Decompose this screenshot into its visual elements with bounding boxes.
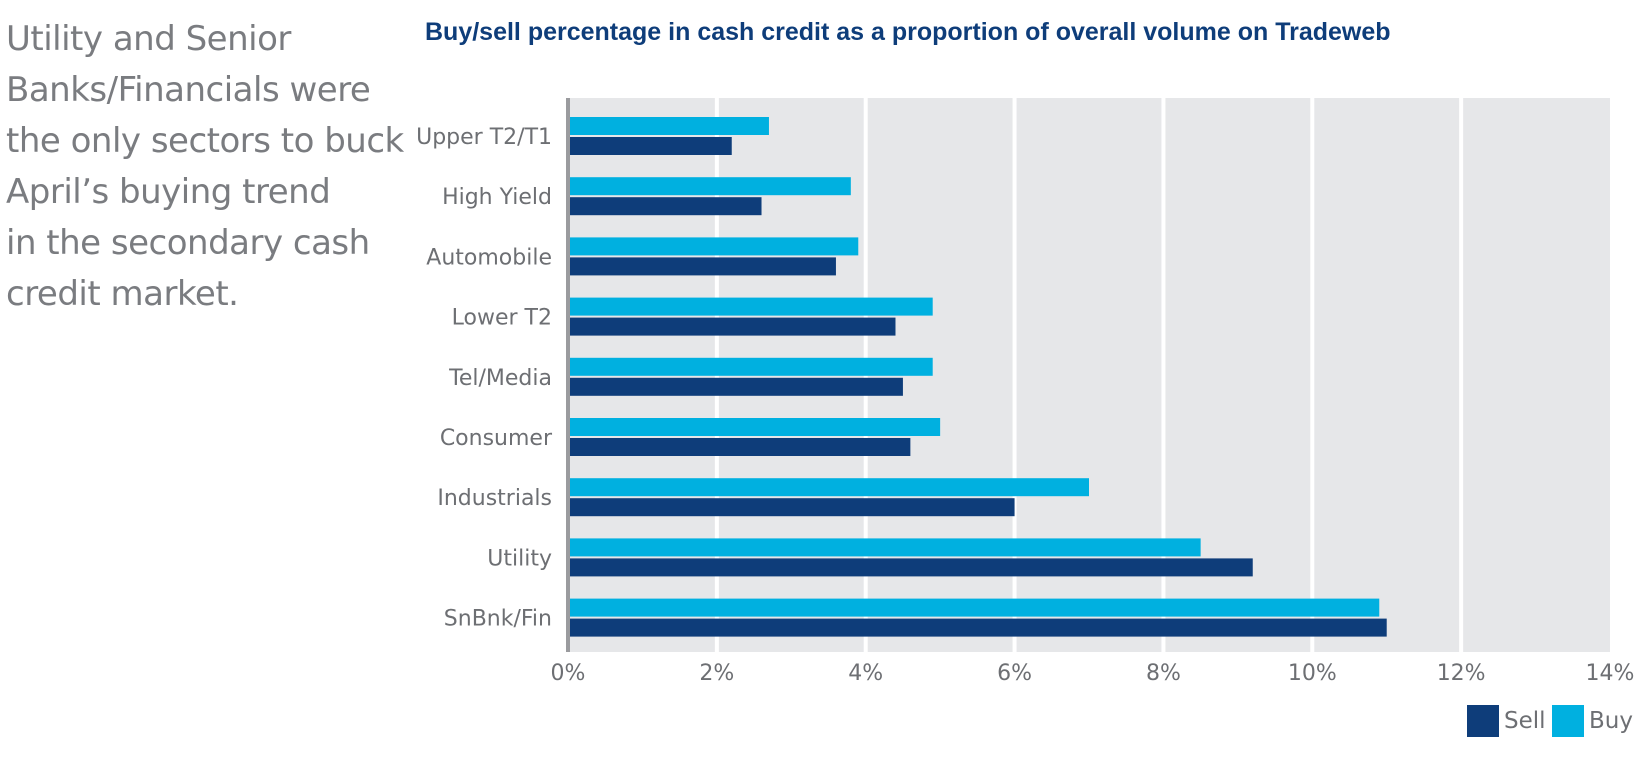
category-label: Upper T2/T1 [416, 125, 552, 150]
x-tick-label: 0% [551, 661, 586, 686]
bar-buy [568, 117, 769, 135]
bar-buy [568, 177, 851, 196]
category-label: Industrials [437, 486, 552, 511]
x-tick-label: 4% [848, 661, 883, 686]
bar-sell [568, 137, 732, 155]
category-label: Tel/Media [448, 366, 552, 391]
bar-buy [568, 357, 933, 376]
x-tick-label: 14% [1586, 661, 1635, 686]
category-label: Lower T2 [452, 306, 552, 331]
bar-sell [568, 257, 836, 276]
bar-sell [568, 317, 896, 336]
x-tick-label: 10% [1288, 661, 1337, 686]
intro-line: the only sectors to buck [6, 121, 404, 161]
bar-buy [568, 237, 859, 256]
legend-swatch-sell [1467, 705, 1499, 737]
bar-buy [568, 598, 1380, 617]
bar-sell [568, 197, 762, 216]
legend: Sell Buy [1467, 705, 1633, 737]
x-tick-label: 12% [1437, 661, 1486, 686]
bar-sell [568, 558, 1253, 577]
bar-buy [568, 478, 1089, 497]
x-tick-label: 2% [699, 661, 734, 686]
x-tick-label: 6% [997, 661, 1032, 686]
bar-sell [568, 618, 1387, 637]
intro-text: Utility and Senior Banks/Financials were… [6, 14, 404, 320]
bar-buy [568, 418, 941, 436]
chart-title: Buy/sell percentage in cash credit as a … [425, 18, 1391, 46]
legend-label-sell: Sell [1504, 708, 1546, 734]
intro-line: in the secondary cash [6, 223, 370, 263]
legend-label-buy: Buy [1589, 708, 1633, 734]
bar-buy [568, 297, 933, 316]
intro-line: April’s buying trend [6, 172, 331, 212]
category-label: Automobile [426, 245, 552, 270]
category-labels: Upper T2/T1 High Yield Automobile Lower T2 T… [416, 125, 553, 632]
intro-line: Banks/Financials were [6, 70, 371, 110]
bar-buy [568, 538, 1201, 557]
category-label: High Yield [442, 185, 552, 210]
x-tick-labels: 0% 2% 4% 6% 8% 10% 12% 14% [551, 661, 1635, 686]
intro-line: Utility and Senior [6, 19, 291, 59]
legend-swatch-buy [1552, 705, 1584, 737]
category-label: Consumer [440, 426, 553, 451]
bars [568, 117, 1387, 637]
x-tick-label: 8% [1146, 661, 1181, 686]
bar-sell [568, 377, 903, 396]
bar-sell [568, 498, 1015, 517]
intro-line: credit market. [6, 274, 239, 314]
category-label: Utility [487, 546, 552, 571]
category-label: SnBnk/Fin [444, 607, 552, 632]
bar-sell [568, 438, 911, 456]
